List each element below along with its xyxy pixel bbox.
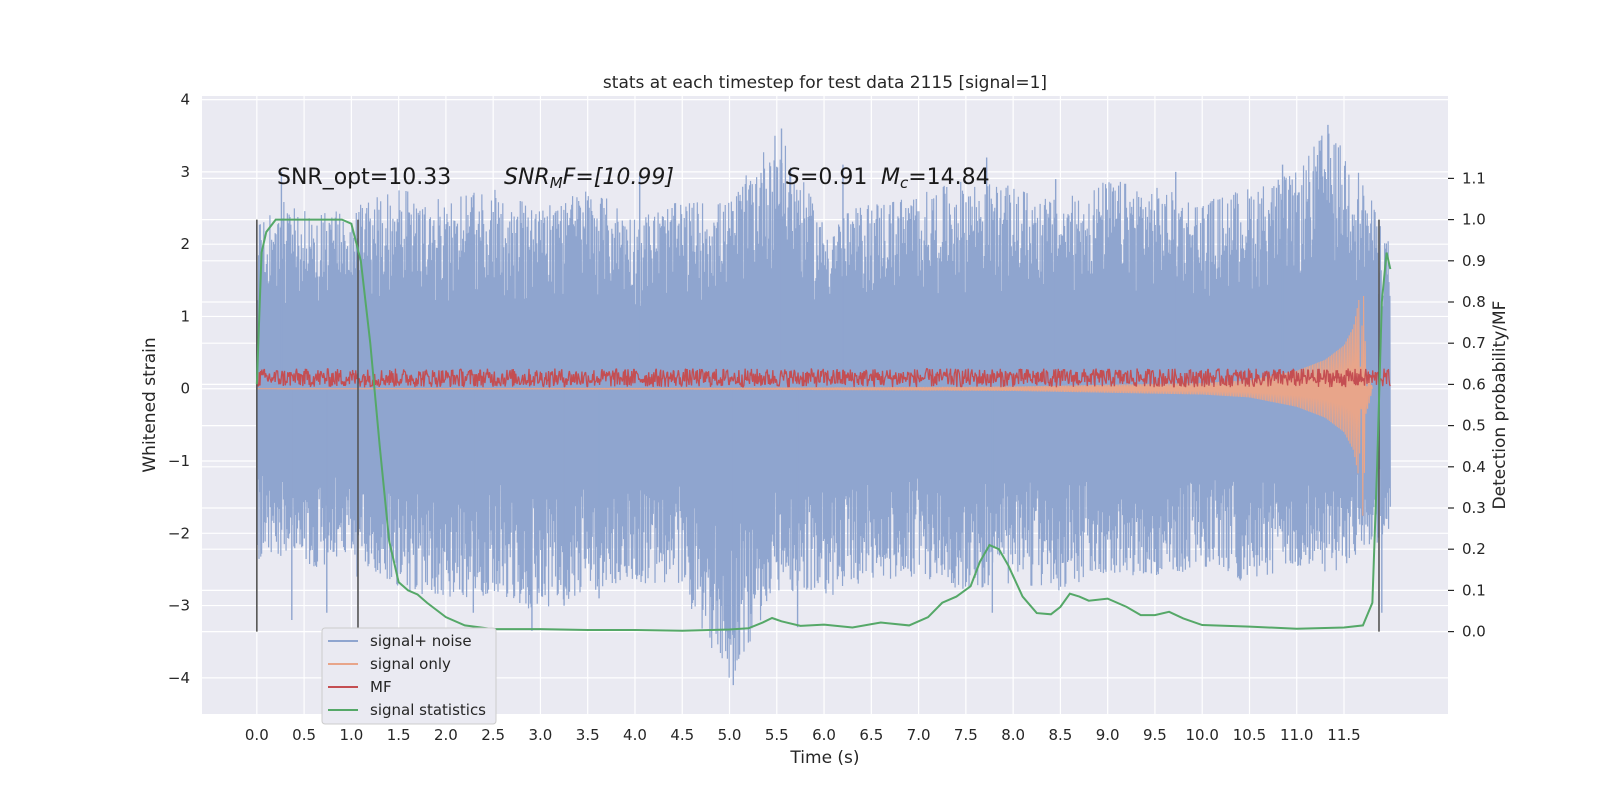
y-right-tick-label: 0.5 xyxy=(1462,417,1486,435)
signal-plus-noise-series xyxy=(256,124,1391,686)
y-tick-label: 0 xyxy=(180,380,190,398)
x-tick-label: 3.5 xyxy=(576,726,600,744)
annotation-mc: Mc=14.84 xyxy=(881,165,990,192)
x-tick-label: 9.5 xyxy=(1143,726,1167,744)
x-tick-label: 11.0 xyxy=(1280,726,1313,744)
x-tick-label: 1.5 xyxy=(387,726,411,744)
y-tick-label: 3 xyxy=(180,163,190,181)
y-right-tick-label: 1.1 xyxy=(1462,169,1486,187)
y-right-tick-label: 0.9 xyxy=(1462,252,1486,270)
y-right-axis-label: Detection probability/MF xyxy=(1490,301,1510,510)
signal-statistics-line xyxy=(255,218,1392,632)
y-right-tick-label: 0.8 xyxy=(1462,293,1486,311)
legend-label-mf: MF xyxy=(370,678,392,696)
y-right-tick-label: 0.6 xyxy=(1462,375,1486,393)
y-tick-label: −1 xyxy=(168,452,190,470)
x-axis-label: Time (s) xyxy=(789,748,859,768)
x-tick-label: 7.0 xyxy=(907,726,931,744)
x-tick-label: 3.0 xyxy=(529,726,553,744)
x-tick-label: 11.5 xyxy=(1327,726,1360,744)
x-tick-label: 2.5 xyxy=(481,726,505,744)
legend-box xyxy=(321,627,497,725)
legend-label-signal-statistics: signal statistics xyxy=(370,701,486,719)
y-right-tick-label: 1.0 xyxy=(1462,211,1486,229)
x-tick-label: 0.5 xyxy=(292,726,316,744)
x-tick-label: 8.0 xyxy=(1001,726,1025,744)
y-right-tick-label: 0.7 xyxy=(1462,334,1486,352)
legend-label-signal-plus-noise: signal+ noise xyxy=(370,632,472,650)
x-tick-label: 10.5 xyxy=(1233,726,1266,744)
x-tick-label: 5.5 xyxy=(765,726,789,744)
y-right-tick-label: 0.1 xyxy=(1462,581,1486,599)
x-tick-label: 8.5 xyxy=(1048,726,1072,744)
chart-title: stats at each timestep for test data 211… xyxy=(603,73,1047,93)
x-tick-label: 9.0 xyxy=(1096,726,1120,744)
x-tick-labels: 0.0 0.5 1.0 1.5 2.0 2.5 3.0 3.5 4.0 4.5 5.0 5.5 6.0 6… xyxy=(245,726,1361,744)
y-right-tick-labels: 0.0 0.1 0.2 0.3 0.4 0.5 0.6 0.7 0.8 0.9 1.0 1.1 xyxy=(1448,169,1486,641)
x-tick-label: 6.0 xyxy=(812,726,836,744)
y-right-tick-label: 0.2 xyxy=(1462,540,1486,558)
x-tick-label: 4.5 xyxy=(670,726,694,744)
signal-statistics-series xyxy=(255,218,1392,632)
legend-label-signal-only: signal only xyxy=(370,655,451,673)
mf-series xyxy=(256,367,1391,388)
y-tick-labels: −4 −3 −2 −1 0 1 2 3 4 xyxy=(168,91,190,687)
annotation-snr-opt: SNR_opt=10.33 xyxy=(277,165,451,190)
x-tick-label: 2.0 xyxy=(434,726,458,744)
x-tick-label: 5.0 xyxy=(718,726,742,744)
legend: signal+ noise signal only MF signal stat… xyxy=(321,627,497,725)
x-tick-label: 7.5 xyxy=(954,726,978,744)
x-tick-label: 10.0 xyxy=(1186,726,1219,744)
y-tick-label: 1 xyxy=(180,307,190,325)
x-tick-label: 6.5 xyxy=(859,726,883,744)
x-tick-label: 0.0 xyxy=(245,726,269,744)
y-tick-label: 4 xyxy=(180,91,190,109)
y-tick-label: −4 xyxy=(168,669,190,687)
y-right-tick-label: 0.3 xyxy=(1462,499,1486,517)
mf-line xyxy=(256,367,1391,388)
y-tick-label: −3 xyxy=(168,597,190,615)
y-right-tick-label: 0.4 xyxy=(1462,458,1486,476)
x-tick-label: 1.0 xyxy=(339,726,363,744)
x-tick-label: 4.0 xyxy=(623,726,647,744)
signal-plus-noise-spikes xyxy=(280,124,1383,686)
y-right-tick-label: 0.0 xyxy=(1462,623,1486,641)
signal-plus-noise-line xyxy=(256,133,1391,678)
y-tick-label: 2 xyxy=(180,235,190,253)
annotation-snr-mf: SNRMF=[10.99] xyxy=(504,165,674,192)
y-tick-label: −2 xyxy=(168,524,190,542)
annotation-s: S=0.91 xyxy=(786,165,867,190)
y-axis-label: Whitened strain xyxy=(140,337,160,472)
